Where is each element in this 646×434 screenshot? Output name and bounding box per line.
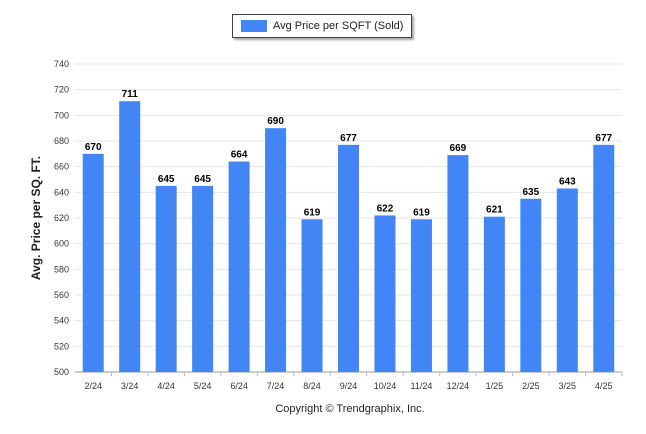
x-tick-label: 10/24 xyxy=(374,381,397,391)
bar xyxy=(265,128,287,372)
data-label: 670 xyxy=(85,142,102,153)
y-tick-label: 540 xyxy=(54,316,69,326)
bar xyxy=(447,155,469,372)
y-tick-label: 520 xyxy=(54,341,69,351)
x-tick-label: 4/25 xyxy=(595,381,613,391)
x-tick-label: 8/24 xyxy=(303,381,321,391)
bar xyxy=(556,188,578,372)
data-label: 619 xyxy=(413,207,430,218)
data-label: 621 xyxy=(486,205,503,216)
data-label: 677 xyxy=(340,133,357,144)
y-tick-label: 640 xyxy=(54,187,69,197)
bar xyxy=(228,161,250,372)
data-label: 645 xyxy=(158,174,175,185)
y-tick-label: 740 xyxy=(54,59,69,69)
bar xyxy=(119,101,141,372)
bar xyxy=(374,215,396,372)
data-label: 643 xyxy=(559,176,576,187)
bar xyxy=(155,185,177,372)
y-axis-ticks: 500 520 540 560 580 600 620 640 660 680 700 720 740 xyxy=(54,59,69,377)
data-label: 635 xyxy=(522,187,539,198)
data-label: 677 xyxy=(595,133,612,144)
data-labels: 670 711 645 645 664 690 619 677 622 619 669 621 635 6… xyxy=(85,89,613,218)
bars xyxy=(82,101,615,372)
legend-label: Avg Price per SQFT (Sold) xyxy=(273,20,404,32)
y-tick-label: 720 xyxy=(54,85,69,95)
x-tick-label: 11/24 xyxy=(411,381,433,391)
bar xyxy=(192,185,214,372)
x-tick-label: 3/25 xyxy=(559,381,577,391)
y-tick-label: 580 xyxy=(54,264,69,274)
x-tick-label: 4/24 xyxy=(157,381,175,391)
data-label: 645 xyxy=(194,174,211,185)
chart-legend: Avg Price per SQFT (Sold) xyxy=(232,14,412,38)
legend-swatch xyxy=(241,20,267,32)
bar xyxy=(483,216,505,372)
y-tick-label: 560 xyxy=(54,290,69,300)
y-tick-label: 680 xyxy=(54,136,69,146)
x-tick-label: 6/24 xyxy=(230,381,248,391)
bar xyxy=(82,153,104,372)
data-label: 664 xyxy=(231,150,248,161)
x-axis-ticks: 2/24 3/24 4/24 5/24 6/24 7/24 8/24 9/24 10/24 11/… xyxy=(84,372,623,391)
x-tick-label: 5/24 xyxy=(194,381,212,391)
y-axis-label: Avg. Price per SQ. FT. xyxy=(29,156,43,280)
data-label: 622 xyxy=(377,203,394,214)
x-tick-label: 1/25 xyxy=(486,381,504,391)
data-label: 619 xyxy=(304,207,321,218)
bar xyxy=(520,198,542,372)
y-tick-label: 620 xyxy=(54,213,69,223)
x-tick-label: 3/24 xyxy=(121,381,139,391)
x-tick-label: 12/24 xyxy=(447,381,470,391)
bar xyxy=(338,144,359,372)
data-label: 711 xyxy=(122,89,139,100)
bar xyxy=(410,219,432,372)
bar xyxy=(301,219,323,372)
y-tick-label: 600 xyxy=(54,239,69,249)
y-tick-label: 660 xyxy=(54,162,69,172)
x-tick-label: 2/25 xyxy=(522,381,540,391)
x-tick-label: 9/24 xyxy=(340,381,358,391)
x-tick-label: 7/24 xyxy=(267,381,285,391)
y-tick-label: 700 xyxy=(54,110,69,120)
x-tick-label: 2/24 xyxy=(84,381,102,391)
bar xyxy=(593,144,615,372)
data-label: 669 xyxy=(450,143,467,154)
copyright-text: Copyright © Trendgraphix, Inc. xyxy=(275,403,425,415)
y-tick-label: 500 xyxy=(54,367,69,377)
data-label: 690 xyxy=(267,116,284,127)
